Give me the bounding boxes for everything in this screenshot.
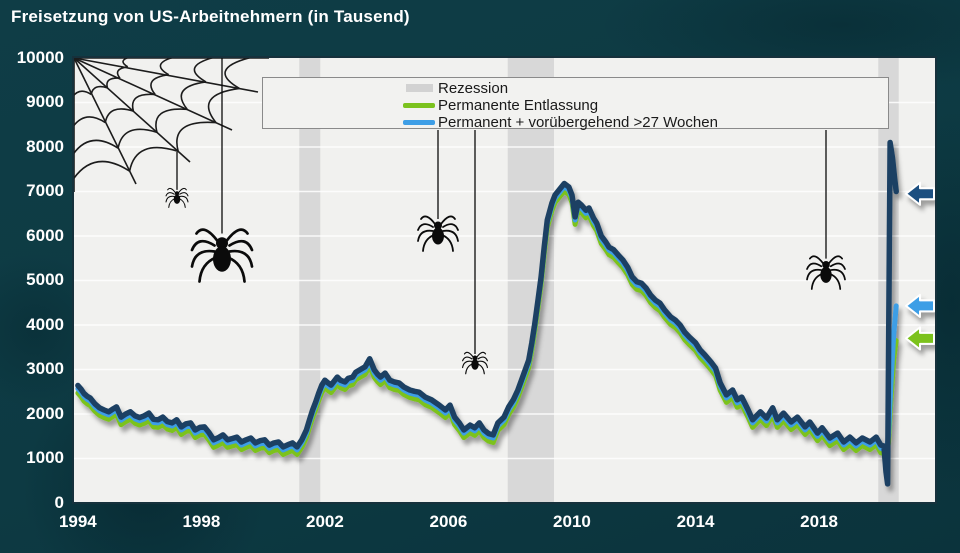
x-tick-label: 2018 [800, 512, 838, 531]
spider-web-decoration [72, 56, 269, 192]
legend-item-rezession: Rezession [263, 79, 888, 97]
chart-svg [72, 56, 937, 504]
x-tick-label: 2010 [553, 512, 591, 531]
x-tick-label: 2014 [676, 512, 715, 531]
blue-line-swatch-icon [403, 119, 435, 125]
plot-area: Rezession Permanente Entlassung Permanen… [72, 56, 937, 504]
series-green-line [75, 188, 899, 464]
y-tick-label: 5000 [26, 270, 64, 289]
spider-icon [417, 215, 459, 252]
green-line-swatch-icon [403, 102, 435, 108]
blue-arrow-annotation [905, 293, 935, 318]
y-tick-label: 3000 [26, 359, 64, 378]
legend-label: Permanente Entlassung [438, 96, 599, 114]
plot-border [72, 56, 937, 504]
legend-item-permanent-voruebergehend: Permanent + vorübergehend >27 Wochen [263, 113, 888, 131]
spider-icon [165, 187, 189, 208]
legend-label: Permanent + vorübergehend >27 Wochen [438, 113, 718, 131]
x-tick-label: 1994 [58, 512, 97, 531]
y-tick-label: 2000 [26, 403, 64, 423]
y-tick-label: 8000 [26, 136, 64, 156]
recession-swatch-icon [405, 84, 433, 92]
x-tick-label: 1998 [182, 512, 221, 531]
spider-icon [462, 351, 488, 375]
y-tick-label: 6000 [26, 225, 64, 245]
spider-icon [190, 228, 254, 283]
chart-legend: Rezession Permanente Entlassung Permanen… [262, 77, 889, 131]
series-navy-line [75, 139, 899, 487]
legend-item-permanente-entlassung: Permanente Entlassung [263, 96, 888, 114]
y-tick-label: 4000 [26, 314, 64, 334]
x-tick-label: 2002 [306, 512, 344, 531]
legend-label: Rezession [438, 79, 509, 97]
y-tick-label: 1000 [26, 448, 64, 467]
spider-icon [806, 255, 846, 290]
y-tick-label: 0 [54, 492, 64, 512]
chart-title: Freisetzung von US-Arbeitnehmern (in Tau… [11, 7, 410, 26]
y-tick-label: 10000 [16, 47, 64, 67]
navy-arrow-annotation [905, 181, 935, 206]
x-tick-label: 2006 [429, 512, 468, 531]
y-tick-label: 7000 [26, 181, 64, 200]
green-arrow-annotation [905, 326, 935, 351]
y-tick-label: 9000 [26, 92, 64, 111]
